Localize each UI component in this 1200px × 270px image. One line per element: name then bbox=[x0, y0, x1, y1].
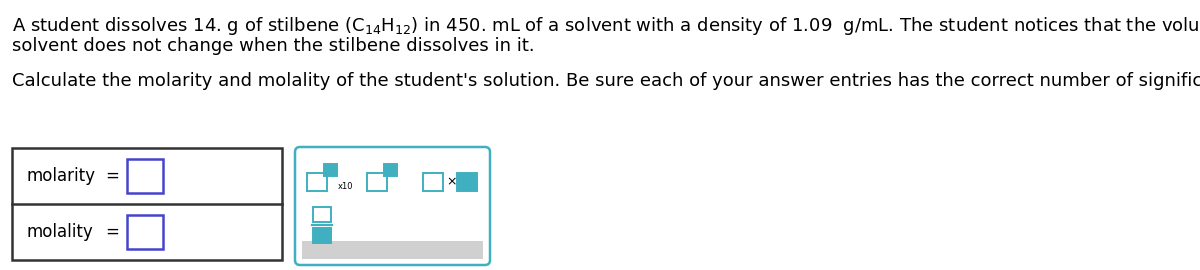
FancyBboxPatch shape bbox=[295, 147, 490, 265]
Bar bbox=[457, 173, 478, 191]
Bar bbox=[324, 164, 337, 176]
Bar bbox=[302, 241, 482, 259]
Text: Calculate the molarity and molality of the student's solution. Be sure each of y: Calculate the molarity and molality of t… bbox=[12, 72, 1200, 90]
Text: solvent does not change when the stilbene dissolves in it.: solvent does not change when the stilben… bbox=[12, 37, 535, 55]
Bar bbox=[307, 173, 326, 191]
Text: ×: × bbox=[446, 176, 456, 188]
Bar bbox=[424, 173, 443, 191]
Bar bbox=[127, 215, 163, 249]
Text: molarity: molarity bbox=[26, 167, 95, 185]
Bar bbox=[12, 148, 282, 260]
Bar bbox=[384, 164, 397, 176]
Text: =: = bbox=[106, 223, 119, 241]
Bar bbox=[313, 228, 331, 243]
Text: A student dissolves 14. g of stilbene $\left(\mathrm{C_{14}H_{12}}\right)$ in 45: A student dissolves 14. g of stilbene $\… bbox=[12, 15, 1200, 37]
Bar bbox=[367, 173, 386, 191]
Text: =: = bbox=[106, 167, 119, 185]
Bar bbox=[127, 159, 163, 193]
Bar bbox=[313, 207, 331, 222]
Text: molality: molality bbox=[26, 223, 92, 241]
Text: x10: x10 bbox=[338, 182, 354, 191]
